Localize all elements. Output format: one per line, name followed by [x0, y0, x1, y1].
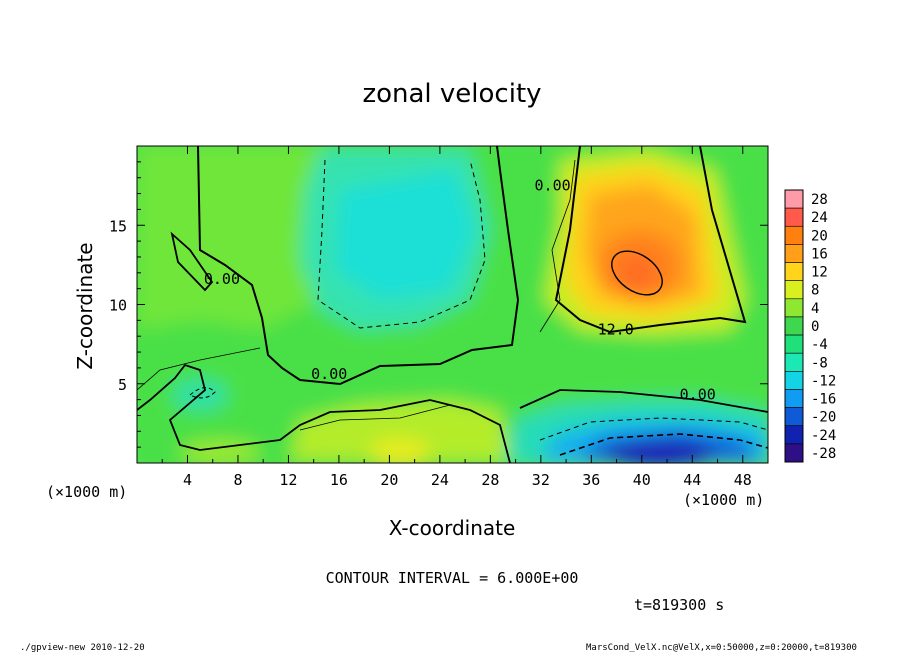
contour-label: 0.00 — [535, 176, 571, 194]
colorbar-swatch — [784, 334, 804, 354]
x-tick-label: 12 — [279, 471, 297, 489]
colorbar-label: -4 — [811, 337, 828, 353]
x-tick-label: 44 — [683, 471, 701, 489]
x-unit-label: (×1000 m) — [46, 483, 127, 501]
x-unit-label-right: (×1000 m) — [683, 491, 764, 509]
colorbar-swatch — [784, 352, 804, 372]
colorbar-swatch — [784, 225, 804, 245]
colorbar-label: 16 — [811, 246, 828, 262]
colorbar-label: -12 — [811, 373, 836, 389]
footer-left: ./gpview-new 2010-12-20 — [20, 643, 145, 653]
colorbar-label: -28 — [811, 446, 836, 462]
x-tick-label: 16 — [330, 471, 348, 489]
y-axis-label: Z-coordinate — [73, 242, 97, 369]
time-text: t=819300 s — [634, 596, 724, 614]
x-axis-label: X-coordinate — [389, 516, 516, 540]
colorbar-label: 20 — [811, 228, 828, 244]
colorbar-label: 8 — [811, 283, 819, 299]
colorbar-label: 24 — [811, 210, 828, 226]
y-tick-label: 15 — [109, 217, 127, 235]
contour-interval-text: CONTOUR INTERVAL = 6.000E+00 — [326, 569, 579, 587]
contour-label: 0.00 — [311, 365, 347, 383]
colorbar-swatch — [784, 425, 804, 445]
colorbar-swatch — [784, 262, 804, 281]
colorbar-swatch — [784, 189, 804, 209]
colorbar-swatch — [784, 207, 804, 227]
colorbar-swatch — [784, 371, 804, 390]
contour-label: 12.0 — [598, 321, 634, 339]
contour-label: 0.00 — [680, 386, 716, 404]
footer-right: MarsCond_VelX.nc@VelX,x=0:50000,z=0:2000… — [586, 643, 857, 653]
colorbar-swatch — [784, 407, 804, 427]
x-tick-label: 36 — [582, 471, 600, 489]
colorbar-swatch — [784, 316, 804, 336]
colorbar-label: -16 — [811, 392, 836, 408]
colorbar-label: 12 — [811, 265, 828, 281]
x-tick-label: 8 — [233, 471, 242, 489]
colorbar-label: 0 — [811, 319, 819, 335]
chart-title: zonal velocity — [362, 79, 541, 109]
colorbar-swatch — [784, 298, 804, 318]
colorbar-label: -20 — [811, 410, 836, 426]
contour-label: 0.00 — [204, 270, 240, 288]
x-tick-label: 40 — [633, 471, 651, 489]
x-tick-label: 4 — [183, 471, 192, 489]
colorbar-swatch — [784, 280, 804, 300]
x-tick-label: 24 — [431, 471, 449, 489]
colorbar-frame — [784, 189, 804, 463]
y-tick-label: 10 — [109, 297, 127, 315]
colorbar-label: 4 — [811, 301, 819, 317]
x-tick-label: 28 — [481, 471, 499, 489]
colorbar-swatch — [784, 389, 804, 408]
x-tick-label: 32 — [532, 471, 550, 489]
y-tick-label: 5 — [118, 376, 127, 394]
x-tick-label: 20 — [380, 471, 398, 489]
colorbar-label: -8 — [811, 355, 828, 371]
x-tick-label: 48 — [734, 471, 752, 489]
colorbar-label: -24 — [811, 428, 836, 444]
plot-area: 0.00 0.00 0.00 0.00 12.0 — [137, 146, 768, 463]
colorbar-swatch — [784, 443, 804, 463]
colorbar-label: 28 — [811, 192, 828, 208]
colorbar-swatch — [784, 244, 804, 263]
